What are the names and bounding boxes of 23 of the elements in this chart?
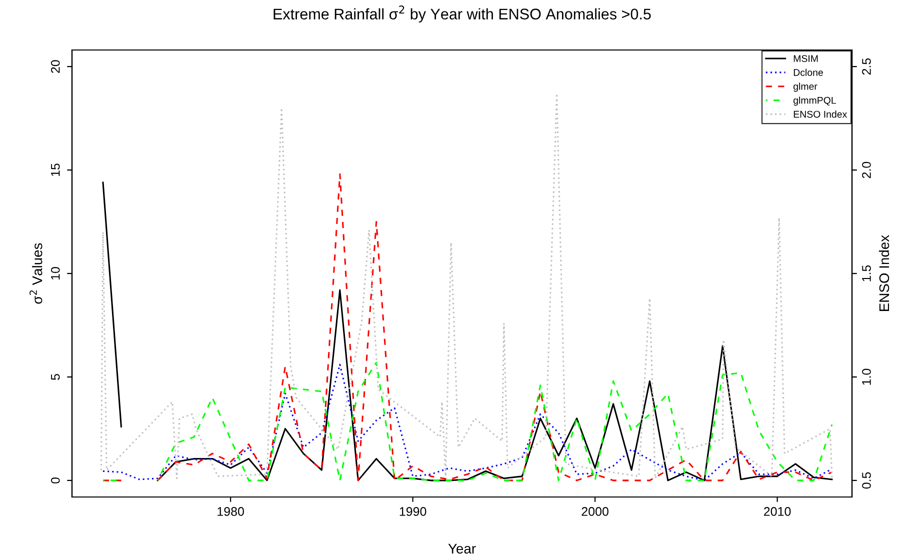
y-tick-label: 10: [50, 267, 60, 280]
x-tick-label: 1990: [400, 507, 426, 516]
y2-tick-label: 1.0: [862, 368, 871, 385]
y-tick-label: 20: [50, 60, 60, 73]
y2-tick-label: 1.5: [862, 265, 871, 282]
legend-label: ENSO Index: [794, 110, 848, 118]
y-tick-label: 5: [51, 374, 60, 380]
y2-tick-label: 2.5: [862, 58, 871, 75]
y-axis-title: σ$^{2}$ Values: [30, 243, 42, 304]
legend-label: glmmPQL: [794, 96, 836, 106]
x-tick-label: 2010: [764, 507, 791, 516]
legend-label: Dclone: [794, 68, 823, 76]
chart-title: Extreme Rainfall σ$^{2}$ by Year with ENSO Anomalies >0.5: [274, 6, 651, 22]
x-tick-label: 2000: [582, 507, 608, 516]
y-tick-label: 0: [50, 477, 60, 484]
y2-tick-label: 2.0: [862, 162, 871, 178]
legend-label: glmer: [794, 82, 818, 92]
y-tick-label: 15: [51, 164, 60, 176]
x-axis-title: Year: [448, 544, 476, 554]
y2-tick-label: 0.5: [862, 472, 871, 489]
y2-axis-title: ENSO Index: [878, 235, 890, 311]
legend-label: MSIM: [794, 55, 818, 62]
x-tick-label: 1980: [218, 507, 244, 516]
